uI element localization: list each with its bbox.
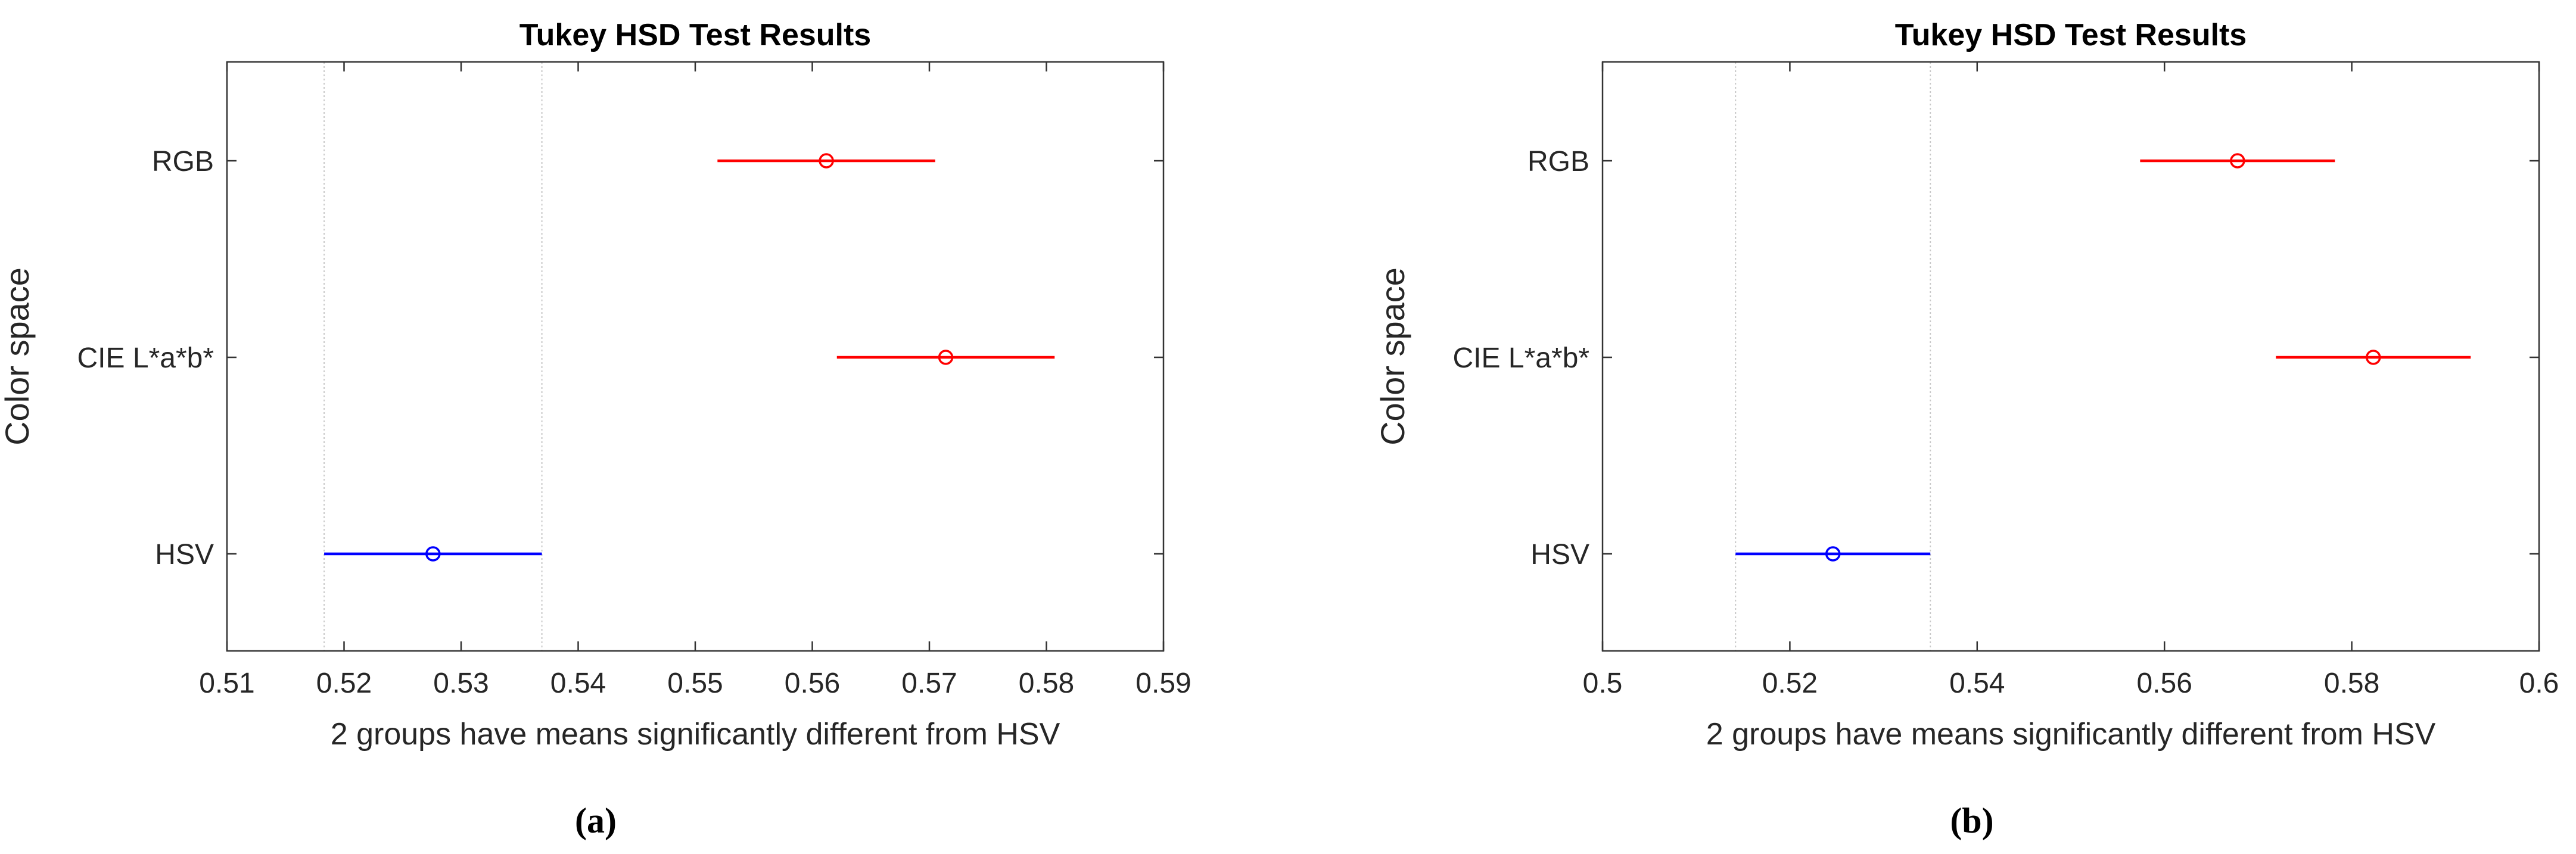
category-label: HSV [1530,539,1589,571]
x-axis-label: 2 groups have means significantly differ… [1706,717,2436,752]
x-tick-label: 0.54 [550,668,606,699]
x-tick-label: 0.5 [1583,668,1623,699]
chart-title: Tukey HSD Test Results [519,18,871,52]
x-tick-label: 0.54 [1949,668,2005,699]
x-tick-label: 0.58 [1019,668,1074,699]
panel-caption: (a) [575,801,617,840]
axes-box [1601,61,2540,652]
x-tick-label: 0.56 [2136,668,2192,699]
category-label: RGB [152,146,214,177]
category-label: CIE L*a*b* [1453,342,1589,374]
mean-marker [1825,546,1841,562]
chart-title: Tukey HSD Test Results [1895,18,2247,52]
panel-b: 0.5 0.52 0.54 0.56 0.58 0.6 RGB CIE L*a*b* HSV Tu… [1374,18,2559,840]
x-tick-label: 0.52 [316,668,372,699]
x-tick-label: 0.53 [433,668,489,699]
x-axis-label: 2 groups have means significantly differ… [331,717,1060,752]
category-label: CIE L*a*b* [77,342,214,374]
x-tick-label: 0.56 [785,668,840,699]
category-label: HSV [155,539,214,571]
mean-marker [2230,153,2245,169]
x-tick-label: 0.58 [2324,668,2379,699]
x-tick-label: 0.59 [1135,668,1191,699]
panel-a: 0.51 0.52 0.53 0.54 0.55 0.56 0.57 0.58 0.59 RGB C… [0,18,1191,840]
mean-marker [819,153,834,169]
x-tick-label: 0.51 [199,668,254,699]
mean-marker [425,546,441,562]
mean-marker [938,350,954,365]
mean-marker [2366,350,2381,365]
panel-caption: (b) [1950,801,1993,840]
x-tick-label: 0.52 [1762,668,1818,699]
x-tick-label: 0.57 [901,668,957,699]
y-axis-label: Color space [0,267,36,445]
y-axis-label: Color space [1374,267,1411,445]
x-tick-label: 0.55 [667,668,723,699]
category-label: RGB [1527,146,1589,177]
x-tick-label: 0.6 [2519,668,2559,699]
